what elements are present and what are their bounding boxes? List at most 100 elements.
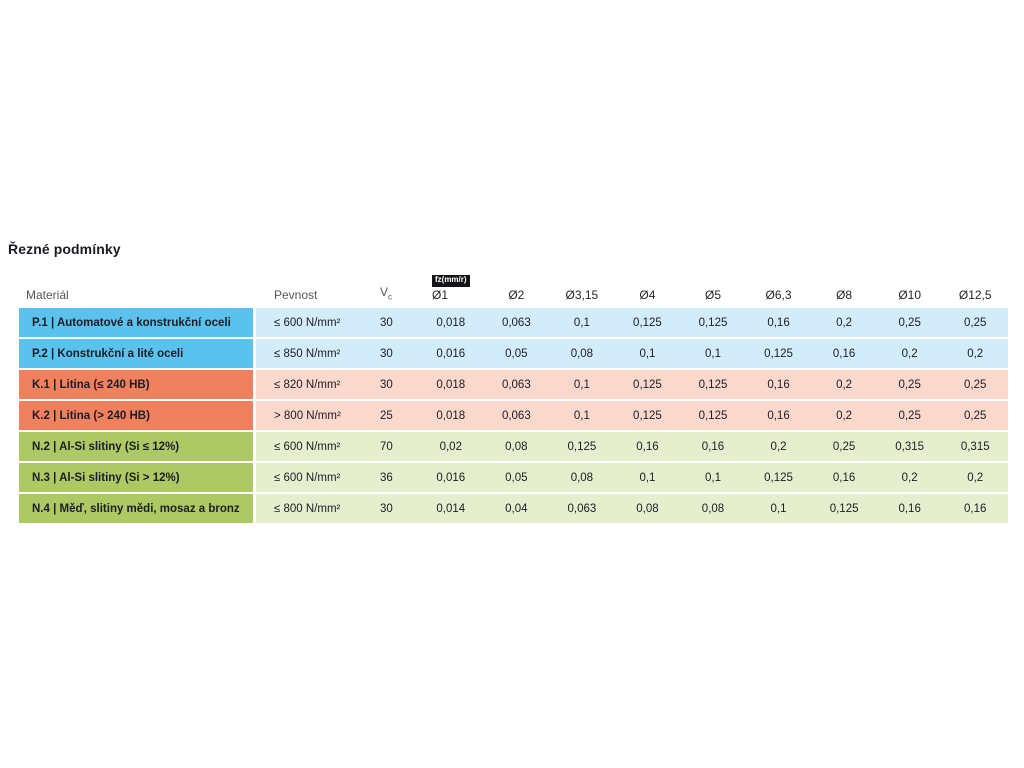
feed-value-cell: 0,05: [483, 339, 550, 368]
material-cell: P.2 | Konstrukční a lité oceli: [19, 339, 256, 368]
column-header-strength: Pevnost: [274, 287, 318, 302]
feed-value-cell: 0,2: [745, 432, 812, 461]
feed-value-cell: 0,063: [483, 370, 550, 399]
feed-value-cell: 0,125: [745, 463, 812, 492]
feed-value-cell: 0,125: [614, 401, 681, 430]
feed-value-cell: 0,25: [876, 401, 943, 430]
feed-value-cell: 0,016: [418, 463, 484, 492]
column-header-diameter: Ø12,5: [958, 287, 992, 302]
cutting-conditions-table: Materiál Pevnost Vc fz(mm/r) Ø1 Ø2 Ø3,15 Ø4 Ø…: [19, 264, 1008, 523]
table-row: N.2 | Al-Si slitiny (Si ≤ 12%) ≤ 600 N/mm…: [19, 432, 1008, 461]
feed-value-cell: 0,2: [942, 339, 1008, 368]
feed-value-cell: 0,2: [811, 401, 877, 430]
feed-value-cell: 0,1: [745, 494, 812, 523]
strength-cell: ≤ 600 N/mm²: [256, 308, 368, 337]
feed-value-cell: 0,16: [811, 339, 877, 368]
vc-cell: 30: [368, 308, 418, 337]
table-row: P.1 | Automatové a konstrukční oceli ≤ 60…: [19, 308, 1008, 337]
feed-value-cell: 0,125: [549, 432, 615, 461]
material-cell: K.2 | Litina (> 240 HB): [19, 401, 256, 430]
column-header-diameter: Ø6,3: [765, 287, 792, 302]
feed-value-cell: 0,018: [418, 308, 484, 337]
feed-value-cell: 0,2: [811, 370, 877, 399]
feed-value-cell: 0,16: [811, 463, 877, 492]
feed-value-cell: 0,315: [876, 432, 943, 461]
feed-value-cell: 0,063: [483, 401, 550, 430]
diameter-header-with-badge: fz(mm/r) Ø1: [431, 272, 470, 302]
feed-value-cell: 0,2: [942, 463, 1008, 492]
vc-cell: 25: [368, 401, 418, 430]
vc-label: V: [380, 284, 389, 299]
column-header-diameter: Ø4: [639, 287, 656, 302]
feed-value-cell: 0,016: [418, 339, 484, 368]
feed-value-cell: 0,16: [745, 401, 812, 430]
feed-value-cell: 0,25: [942, 401, 1008, 430]
material-cell: N.2 | Al-Si slitiny (Si ≤ 12%): [19, 432, 256, 461]
feed-value-cell: 0,315: [942, 432, 1008, 461]
column-header-diameter: Ø5: [704, 287, 721, 302]
feed-value-cell: 0,1: [549, 308, 615, 337]
column-header-vc: Vc: [368, 284, 418, 302]
feed-value-cell: 0,063: [483, 308, 550, 337]
table-header-row: Materiál Pevnost Vc fz(mm/r) Ø1 Ø2 Ø3,15 Ø4 Ø…: [19, 264, 1008, 308]
feed-value-cell: 0,1: [614, 339, 681, 368]
strength-cell: ≤ 800 N/mm²: [256, 494, 368, 523]
table-row: K.1 | Litina (≤ 240 HB) ≤ 820 N/mm² 30 0,01…: [19, 370, 1008, 399]
table-row: P.2 | Konstrukční a lité oceli ≤ 850 N/mm…: [19, 339, 1008, 368]
vc-cell: 36: [368, 463, 418, 492]
table-row: K.2 | Litina (> 240 HB) > 800 N/mm² 25 0,01…: [19, 401, 1008, 430]
feed-value-cell: 0,08: [680, 494, 746, 523]
feed-value-cell: 0,08: [549, 463, 615, 492]
column-header-diameter: Ø8: [836, 287, 853, 302]
table-row: N.4 | Měď, slitiny mědi, mosaz a bronz ≤ …: [19, 494, 1008, 523]
feed-value-cell: 0,125: [811, 494, 877, 523]
strength-cell: ≤ 600 N/mm²: [256, 463, 368, 492]
feed-value-cell: 0,25: [876, 308, 943, 337]
feed-value-cell: 0,018: [418, 370, 484, 399]
feed-value-cell: 0,02: [418, 432, 484, 461]
feed-value-cell: 0,08: [549, 339, 615, 368]
feed-value-cell: 0,018: [418, 401, 484, 430]
feed-value-cell: 0,014: [418, 494, 484, 523]
vc-cell: 30: [368, 494, 418, 523]
feed-value-cell: 0,25: [811, 432, 877, 461]
feed-value-cell: 0,25: [876, 370, 943, 399]
feed-value-cell: 0,2: [811, 308, 877, 337]
feed-value-cell: 0,1: [680, 339, 746, 368]
feed-value-cell: 0,16: [745, 370, 812, 399]
strength-cell: ≤ 600 N/mm²: [256, 432, 368, 461]
column-header-diameter: Ø10: [898, 287, 921, 302]
feed-value-cell: 0,125: [680, 370, 746, 399]
feed-value-cell: 0,1: [614, 463, 681, 492]
feed-value-cell: 0,125: [614, 308, 681, 337]
feed-value-cell: 0,125: [614, 370, 681, 399]
feed-value-cell: 0,16: [942, 494, 1008, 523]
column-header-diameter: fz(mm/r) Ø1: [418, 272, 484, 302]
feed-value-cell: 0,05: [483, 463, 550, 492]
material-cell: K.1 | Litina (≤ 240 HB): [19, 370, 256, 399]
vc-subscript: c: [388, 292, 393, 302]
page-title: Řezné podmínky: [8, 241, 121, 257]
strength-cell: ≤ 850 N/mm²: [256, 339, 368, 368]
material-cell: N.4 | Měď, slitiny mědi, mosaz a bronz: [19, 494, 256, 523]
diameter-header-label: Ø1: [431, 287, 448, 302]
feed-value-cell: 0,125: [680, 308, 746, 337]
feed-value-cell: 0,04: [483, 494, 550, 523]
feed-value-cell: 0,16: [614, 432, 681, 461]
feed-value-cell: 0,25: [942, 370, 1008, 399]
feed-value-cell: 0,16: [876, 494, 943, 523]
feed-value-cell: 0,25: [942, 308, 1008, 337]
feed-unit-badge: fz(mm/r): [431, 275, 470, 287]
vc-cell: 30: [368, 339, 418, 368]
feed-value-cell: 0,1: [549, 370, 615, 399]
feed-value-cell: 0,1: [680, 463, 746, 492]
feed-value-cell: 0,1: [549, 401, 615, 430]
vc-cell: 70: [368, 432, 418, 461]
vc-cell: 30: [368, 370, 418, 399]
material-cell: P.1 | Automatové a konstrukční oceli: [19, 308, 256, 337]
feed-value-cell: 0,2: [876, 339, 943, 368]
strength-cell: > 800 N/mm²: [256, 401, 368, 430]
feed-value-cell: 0,125: [745, 339, 812, 368]
feed-value-cell: 0,08: [614, 494, 681, 523]
